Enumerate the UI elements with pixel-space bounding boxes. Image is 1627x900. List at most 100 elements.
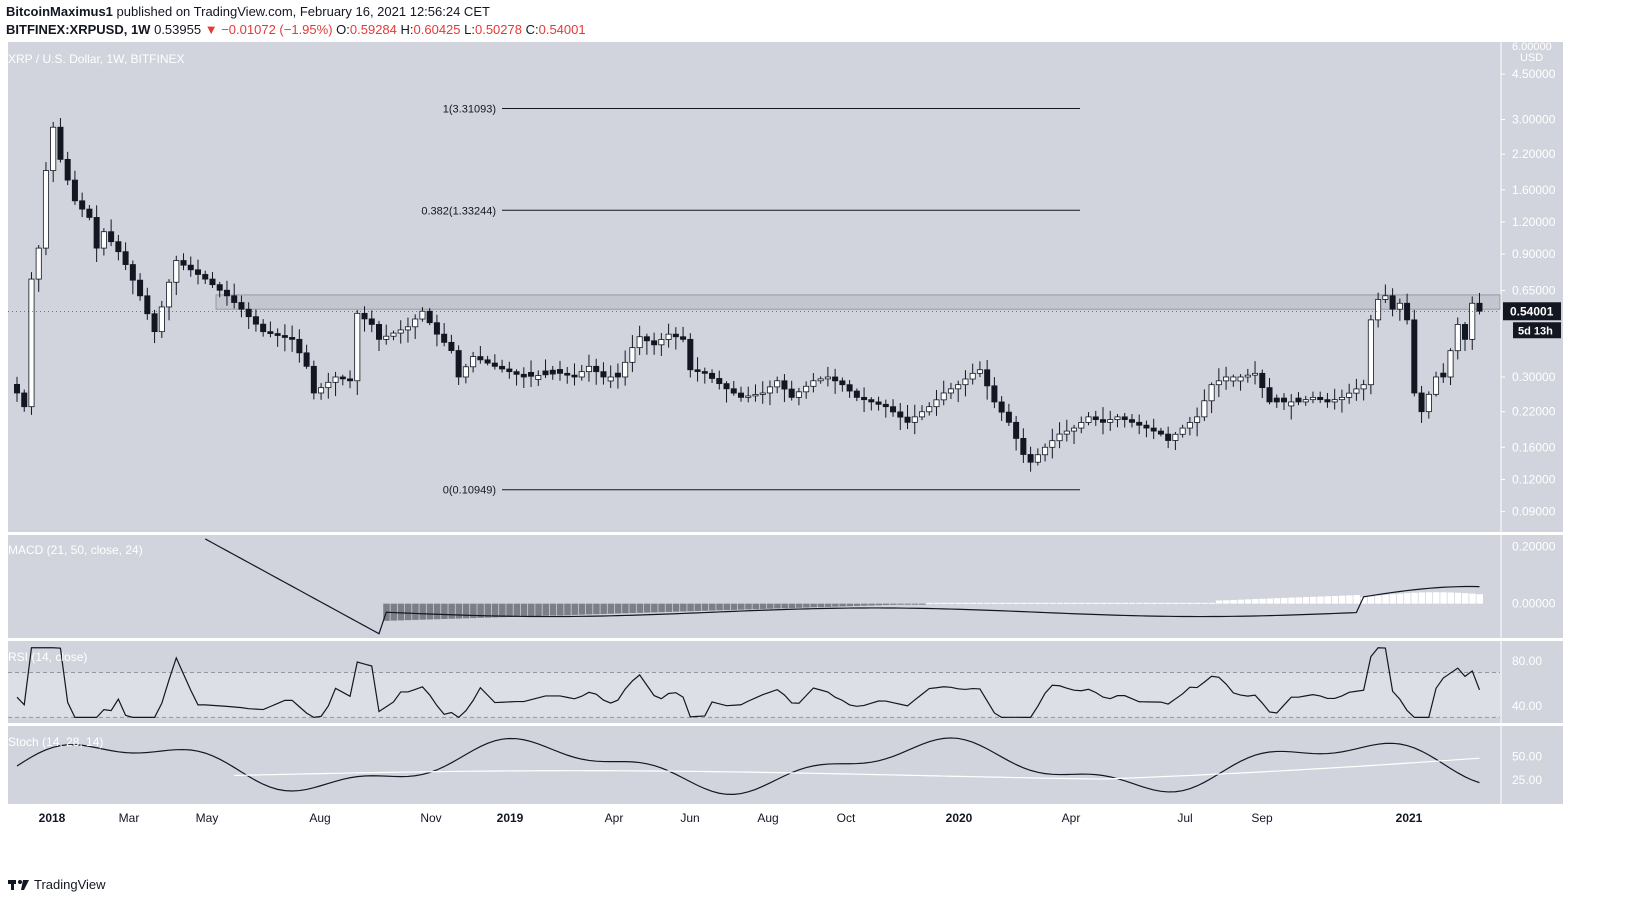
macd-histogram-bar (448, 603, 455, 619)
macd-histogram-bar (455, 603, 463, 619)
candle-down (296, 338, 303, 354)
macd-histogram-bar (947, 602, 955, 604)
macd-histogram-bar (933, 602, 940, 604)
macd-histogram-bar (694, 603, 702, 611)
macd-histogram-bar (1136, 602, 1143, 604)
candle-up (28, 278, 35, 408)
macd-histogram-bar (984, 602, 991, 604)
macd-histogram-bar (593, 603, 600, 615)
stoch-d-line (234, 757, 1480, 780)
price-tick-label: 0.65000 (1512, 284, 1556, 298)
candle-up (535, 375, 542, 380)
candle-down (477, 356, 484, 361)
candle-down (223, 289, 230, 297)
macd-histogram-bar (622, 603, 629, 614)
candle-up (325, 381, 332, 389)
macd-histogram-bar (1223, 600, 1230, 604)
macd-histogram-bar (1150, 602, 1158, 604)
candle-down (433, 322, 440, 335)
macd-histogram-bar (1360, 597, 1368, 604)
candle-up (1353, 388, 1360, 394)
macd-histogram-bar (1281, 597, 1288, 604)
candle-up (745, 395, 752, 398)
macd-histogram-bar (1034, 602, 1042, 604)
price-tick-label: 0.16000 (1512, 440, 1556, 454)
footer-brand-label: TradingView (34, 877, 106, 892)
macd-histogram-bar (1157, 602, 1165, 604)
candle-up (1085, 416, 1092, 423)
macd-histogram-bar (513, 603, 521, 617)
macd-histogram-bar (1454, 592, 1462, 604)
candle-up (1288, 401, 1295, 407)
candle-down (528, 372, 535, 377)
macd-histogram-bar (1005, 602, 1013, 604)
candle-down (868, 399, 875, 403)
candle-up (1049, 440, 1056, 448)
candle-up (462, 366, 469, 378)
candle-down (781, 380, 788, 390)
candle-up (1223, 376, 1230, 382)
macd-histogram-bar (1288, 597, 1295, 604)
macd-histogram-bar (868, 603, 875, 606)
macd-histogram-bar (1194, 602, 1201, 604)
candle-down (144, 295, 151, 315)
candle-down (1005, 411, 1012, 423)
macd-histogram-bar (433, 603, 441, 620)
macd-histogram-bar (788, 603, 796, 609)
macd-histogram-bar (911, 603, 919, 605)
candle-down (1128, 419, 1135, 423)
macd-histogram-bar (1020, 602, 1027, 604)
candle-down (93, 217, 100, 249)
candle-down (853, 390, 860, 398)
candle-down (687, 338, 694, 371)
candle-up (35, 247, 42, 280)
candle-down (998, 401, 1005, 413)
candle-down (499, 365, 506, 370)
price-tick-label: 0.12000 (1512, 472, 1556, 486)
candle-up (622, 361, 629, 378)
candle-up (1071, 427, 1078, 432)
macd-histogram-bar (426, 603, 434, 620)
macd-tick-label: 0.20000 (1512, 539, 1556, 553)
footer-brand[interactable]: TradingView (8, 877, 106, 892)
candle-up (1186, 422, 1193, 429)
publisher-name[interactable]: BitcoinMaximus1 (6, 4, 113, 19)
macd-histogram-bar (701, 603, 709, 611)
down-arrow-icon: ▼ (204, 22, 218, 37)
time-tick-label: Apr (1062, 811, 1081, 825)
macd-histogram-bar (643, 603, 651, 613)
price-tick-label: 0.90000 (1512, 247, 1556, 261)
macd-histogram-bar (1165, 602, 1172, 604)
candle-down (368, 318, 375, 325)
rsi-band (8, 672, 1500, 718)
candle-up (578, 371, 585, 378)
macd-histogram-bar (1367, 596, 1375, 604)
macd-histogram-bar (477, 603, 484, 618)
candle-down (281, 335, 288, 338)
candle-up (1201, 400, 1208, 418)
candle-down (788, 388, 795, 398)
macd-histogram-bar (1375, 595, 1382, 604)
candle-down (1143, 424, 1150, 429)
candle-down (1295, 397, 1302, 403)
candle-down (1157, 430, 1164, 435)
stoch-k-line (16, 737, 1480, 795)
price-pane[interactable] (8, 42, 1563, 532)
macd-histogram-bar (1201, 602, 1208, 604)
candle-down (122, 251, 129, 265)
macd-histogram-bar (1230, 599, 1237, 604)
macd-histogram-bar (890, 603, 897, 605)
macd-histogram-bar (875, 603, 883, 606)
candle-down (542, 370, 549, 376)
macd-pane[interactable] (8, 535, 1563, 638)
macd-histogram-bar (1433, 592, 1440, 604)
macd-histogram-bar (614, 603, 622, 614)
macd-histogram-bar (404, 603, 412, 621)
price-pane-title: XRP / U.S. Dollar, 1W, BITFINEX (8, 52, 185, 66)
candle-up (1425, 393, 1432, 413)
macd-histogram-bar (1338, 595, 1346, 604)
stoch-pane[interactable] (8, 726, 1563, 804)
rsi-pane-title: RSI (14, close) (8, 650, 88, 664)
macd-histogram-bar (651, 603, 658, 613)
candle-down (549, 369, 556, 375)
